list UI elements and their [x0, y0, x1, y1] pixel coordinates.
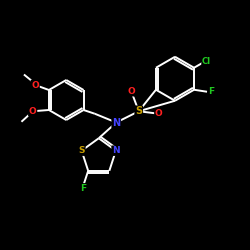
Text: O: O — [31, 80, 39, 90]
Text: Cl: Cl — [202, 56, 211, 66]
Text: F: F — [80, 184, 87, 193]
Text: O: O — [155, 109, 162, 118]
Text: O: O — [128, 87, 135, 96]
Text: S: S — [135, 106, 142, 116]
Text: F: F — [208, 87, 214, 96]
Text: N: N — [112, 146, 120, 155]
Text: N: N — [112, 118, 120, 128]
Text: O: O — [29, 107, 36, 116]
Text: S: S — [78, 146, 85, 155]
